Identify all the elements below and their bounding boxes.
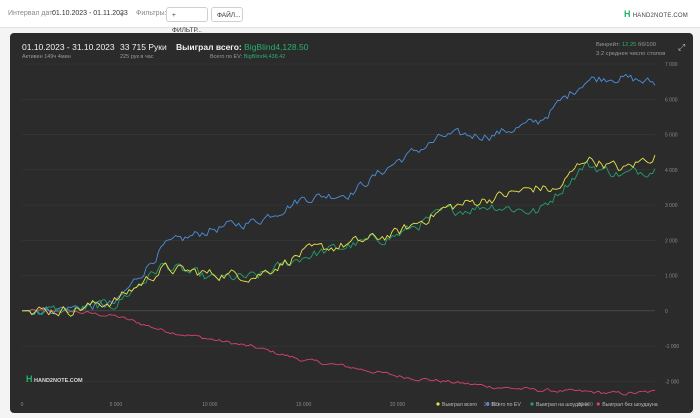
x-tick-label: 10 000: [202, 402, 218, 408]
y-tick-label: 5 000: [665, 133, 678, 139]
y-tick-label: -2 000: [665, 379, 679, 385]
ev-total-label: Всего по EV:: [210, 54, 243, 60]
graph-panel: 01.10.2023 - 31.10.2023 Активен 149ч 4ми…: [10, 33, 693, 413]
legend-dot: [596, 402, 600, 406]
legend-dot: [486, 402, 490, 406]
watermark-h-icon: H: [26, 374, 33, 384]
won-total-label: Выиграл всего:: [176, 42, 242, 52]
legend-dot: [530, 402, 534, 406]
filters-label: Фильтры:: [136, 10, 167, 17]
series-line: [21, 308, 656, 396]
winrate: Винрейт: 12.25 бб/100: [596, 42, 656, 48]
date-range-picker[interactable]: 01.10.2023 - 01.11.2023: [52, 10, 128, 17]
hand2note-logo: H HAND2NOTE.COM: [624, 9, 688, 19]
y-tick-label: 1 000: [665, 274, 678, 280]
profit-graph: 7 000 6 000 5 000 4 000 3 000 2 000 1 000 0 -1 0…: [21, 62, 680, 408]
legend-dot: [436, 402, 440, 406]
date-range-label: Интервал дат:: [8, 10, 55, 17]
series-line: [22, 154, 656, 317]
legend-label: Выиграл без шоудауна: [602, 402, 657, 408]
file-button[interactable]: ФАЙЛ...: [211, 7, 243, 22]
stats-date-range: 01.10.2023 - 31.10.2023: [22, 42, 115, 52]
ev-total: Всего по EV: BigBlind4,438.42: [210, 54, 285, 60]
y-tick-label: 6 000: [665, 97, 678, 103]
y-tick-label: 2 000: [665, 238, 678, 244]
winrate-label: Винрейт:: [596, 42, 621, 48]
series-line: [21, 73, 656, 315]
series-line: [22, 160, 656, 316]
winrate-value: 12.25: [621, 42, 637, 48]
won-total-amount: BigBlind4,128.50: [244, 42, 309, 52]
legend-label: Выиграл всего: [442, 402, 477, 408]
ev-total-value: BigBlind4,438.42: [243, 54, 286, 60]
x-tick-label: 25 000: [484, 402, 500, 408]
won-total: Выиграл всего: BigBlind4,128.50: [176, 42, 308, 52]
expand-icon[interactable]: ⤢: [678, 42, 686, 52]
toolbar: Интервал дат: 01.10.2023 - 01.11.2023 ▾ …: [0, 0, 700, 34]
active-time: Активен 149ч 4мин: [22, 54, 71, 60]
file-button-label: ФАЙЛ...: [217, 12, 241, 19]
winrate-unit: бб/100: [638, 42, 656, 48]
legend-label: Всего по EV: [492, 402, 522, 408]
plus-icon: +: [172, 12, 176, 19]
hands-count: 33 715 Руки: [120, 42, 167, 52]
y-tick-label: -1 000: [665, 344, 679, 350]
watermark-text: HAND2NOTE.COM: [34, 378, 83, 384]
x-tick-label: 0: [21, 402, 24, 408]
y-tick-label: 3 000: [665, 203, 678, 209]
hands-per-hour: 225 рук в час: [120, 54, 154, 60]
avg-tables: 3.2 среднее число столов: [596, 51, 666, 57]
logo-text: HAND2NOTE.COM: [632, 13, 688, 19]
filter-button-label: ФИЛЬТР...: [172, 27, 202, 34]
x-tick-label: 20 000: [390, 402, 406, 408]
watermark: H HAND2NOTE.COM: [26, 374, 83, 384]
chevron-down-icon[interactable]: ▾: [120, 10, 125, 19]
y-tick-label: 0: [665, 309, 668, 315]
filter-button[interactable]: + ФИЛЬТР...: [166, 7, 208, 34]
y-tick-label: 7 000: [665, 62, 678, 68]
x-tick-label: 5 000: [110, 402, 123, 408]
legend-label: Выиграл на шоудауне: [536, 402, 589, 408]
y-tick-label: 4 000: [665, 168, 678, 174]
h-logo-icon: H: [624, 9, 631, 19]
x-tick-label: 15 000: [296, 402, 312, 408]
x-tick-label: 30 000: [578, 402, 594, 408]
